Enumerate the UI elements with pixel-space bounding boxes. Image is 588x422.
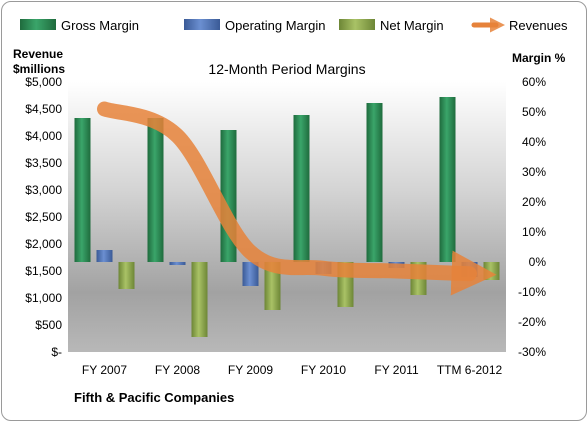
legend-label-1: Operating Margin bbox=[225, 18, 325, 33]
right-tick-6: 30% bbox=[522, 165, 546, 179]
right-axis-ticks: -30% -20% -10% 0% 10% 20% 30% 40% 50% 60% bbox=[518, 75, 546, 359]
legend: Gross Margin Operating Margin Net Margin Re… bbox=[20, 17, 568, 33]
left-tick-9: $4,500 bbox=[25, 102, 62, 116]
category-label-3: FY 2010 bbox=[301, 363, 346, 377]
bar-net-margin-0 bbox=[118, 262, 135, 289]
right-tick-1: -20% bbox=[518, 315, 546, 329]
right-tick-9: 60% bbox=[522, 75, 546, 89]
category-labels: FY 2007 FY 2008 FY 2009 FY 2010 FY 2011 TTM 6… bbox=[82, 363, 503, 377]
plot-area bbox=[68, 82, 506, 352]
left-tick-8: $4,000 bbox=[25, 129, 62, 143]
bar-operating-margin-0 bbox=[96, 250, 113, 262]
bar-gross-margin-1 bbox=[147, 118, 164, 262]
right-tick-4: 10% bbox=[522, 225, 546, 239]
legend-swatch-1 bbox=[184, 19, 220, 30]
legend-swatch-2 bbox=[339, 19, 375, 30]
category-label-5: TTM 6-2012 bbox=[437, 363, 503, 377]
left-tick-6: $3,000 bbox=[25, 183, 62, 197]
legend-label-0: Gross Margin bbox=[61, 18, 139, 33]
category-label-1: FY 2008 bbox=[155, 363, 200, 377]
left-axis-title-line1: Revenue bbox=[13, 47, 63, 61]
left-axis-ticks: $- $500 $1,000 $1,500 $2,000 $2,500 $3,000 $3,5… bbox=[25, 75, 62, 359]
right-tick-0: -30% bbox=[518, 345, 546, 359]
chart-title: 12-Month Period Margins bbox=[208, 61, 365, 77]
right-axis-title: Margin % bbox=[512, 51, 566, 65]
bar-net-margin-2 bbox=[264, 262, 281, 310]
left-tick-10: $5,000 bbox=[25, 75, 62, 89]
left-tick-4: $2,000 bbox=[25, 237, 62, 251]
left-tick-5: $2,500 bbox=[25, 210, 62, 224]
right-tick-3: 0% bbox=[529, 255, 547, 269]
bar-net-margin-5 bbox=[483, 262, 500, 280]
bar-gross-margin-3 bbox=[293, 115, 310, 262]
legend-label-3: Revenues bbox=[509, 18, 568, 33]
bar-gross-margin-0 bbox=[74, 118, 91, 262]
bar-gross-margin-4 bbox=[366, 103, 383, 262]
category-label-0: FY 2007 bbox=[82, 363, 127, 377]
bar-operating-margin-2 bbox=[242, 262, 259, 286]
left-tick-7: $3,500 bbox=[25, 156, 62, 170]
right-tick-2: -10% bbox=[518, 285, 546, 299]
left-tick-1: $500 bbox=[35, 318, 62, 332]
right-tick-8: 50% bbox=[522, 105, 546, 119]
legend-label-2: Net Margin bbox=[380, 18, 444, 33]
left-axis-title-line2: $millions bbox=[13, 62, 65, 76]
legend-swatch-0 bbox=[20, 19, 56, 30]
bar-gross-margin-5 bbox=[439, 97, 456, 262]
left-tick-2: $1,000 bbox=[25, 291, 62, 305]
revenue-line bbox=[97, 101, 497, 296]
right-tick-7: 40% bbox=[522, 135, 546, 149]
company-name: Fifth & Pacific Companies bbox=[74, 390, 234, 405]
bar-net-margin-1 bbox=[191, 262, 208, 337]
right-tick-5: 20% bbox=[522, 195, 546, 209]
category-label-2: FY 2009 bbox=[228, 363, 273, 377]
bar-operating-margin-1 bbox=[169, 262, 186, 265]
revenue-line-group bbox=[97, 101, 497, 296]
category-label-4: FY 2011 bbox=[374, 363, 419, 377]
left-tick-3: $1,500 bbox=[25, 264, 62, 278]
left-tick-0: $- bbox=[51, 345, 62, 359]
